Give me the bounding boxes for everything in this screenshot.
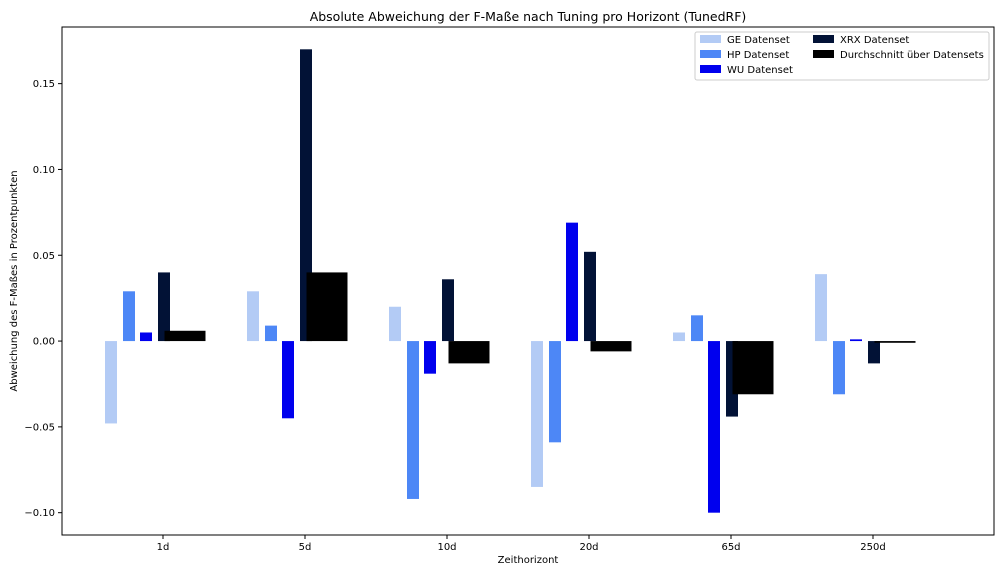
legend-label: HP Datenset <box>727 50 789 61</box>
y-axis-label: Abweichung des F-Maßes in Prozentpunkten <box>9 170 20 391</box>
bar-durchschnitt-5d <box>306 272 348 342</box>
bar-hp-1d <box>123 291 135 342</box>
x-tick-label: 5d <box>299 542 312 553</box>
bars-group <box>105 49 916 513</box>
bar-wu-65d <box>708 341 720 513</box>
bar-wu-5d <box>282 341 294 419</box>
legend-swatch <box>700 50 721 58</box>
legend-label: Durchschnitt über Datensets <box>840 50 984 61</box>
legend-swatch <box>813 50 834 58</box>
bar-hp-10d <box>407 341 419 499</box>
bar-wu-20d <box>566 222 578 342</box>
bar-hp-20d <box>549 341 561 443</box>
bar-ge-65d <box>673 332 685 342</box>
plot-frame <box>61 26 995 536</box>
x-axis-label: Zeithorizont <box>498 555 559 566</box>
bar-xrx-1d <box>158 272 170 342</box>
x-tick-label: 10d <box>437 542 456 553</box>
bar-ge-20d <box>531 341 543 487</box>
bar-durchschnitt-65d <box>732 341 774 395</box>
chart-title: Absolute Abweichung der F-Maße nach Tuni… <box>310 9 747 24</box>
bar-durchschnitt-10d <box>448 341 490 364</box>
bar-hp-5d <box>265 325 277 342</box>
bar-ge-5d <box>247 291 259 342</box>
y-tick-label: 0.05 <box>33 251 55 262</box>
bar-ge-10d <box>389 306 401 342</box>
legend-label: XRX Datenset <box>840 35 909 46</box>
bar-durchschnitt-1d <box>164 330 206 342</box>
x-tick-label: 20d <box>579 542 598 553</box>
legend: GE Datenset HP Datenset WU Datenset XRX Dat… <box>694 31 990 81</box>
x-tick-label: 1d <box>157 542 170 553</box>
bar-wu-1d <box>140 332 152 342</box>
y-tick-label: −0.05 <box>24 422 55 433</box>
legend-swatch <box>700 65 721 73</box>
bar-xrx-20d <box>584 251 596 342</box>
bar-hp-250d <box>833 341 845 395</box>
legend-swatch <box>700 35 721 43</box>
bar-ge-1d <box>105 341 117 424</box>
bar-wu-10d <box>424 341 436 374</box>
legend-swatch <box>813 35 834 43</box>
bar-xrx-5d <box>300 49 312 342</box>
legend-label: WU Datenset <box>727 65 793 76</box>
bar-xrx-10d <box>442 279 454 342</box>
y-tick-label: 0.10 <box>33 165 55 176</box>
legend-box <box>694 31 990 81</box>
y-tick-label: 0.00 <box>33 337 55 348</box>
bar-wu-250d <box>850 339 862 342</box>
bar-durchschnitt-20d <box>590 341 632 352</box>
bar-durchschnitt-250d <box>874 341 916 343</box>
x-axis: 1d 5d 10d 20d 65d 250d <box>157 535 886 553</box>
bar-xrx-250d <box>868 341 880 364</box>
y-tick-label: −0.10 <box>24 508 55 519</box>
bar-hp-65d <box>691 315 703 342</box>
legend-label: GE Datenset <box>727 35 790 46</box>
y-tick-label: 0.15 <box>33 79 55 90</box>
x-tick-label: 250d <box>860 542 885 553</box>
x-tick-label: 65d <box>721 542 740 553</box>
y-axis: −0.10 −0.05 0.00 0.05 0.10 0.15 <box>24 79 62 519</box>
bar-ge-250d <box>815 274 827 342</box>
